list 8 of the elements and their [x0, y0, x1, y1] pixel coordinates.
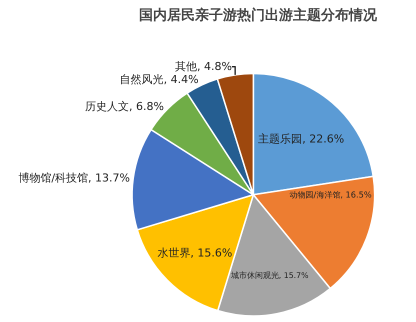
- slice-label: 动物园/海洋馆, 16.5%: [290, 189, 372, 200]
- slice-label: 自然风光, 4.4%: [120, 73, 199, 86]
- slice-label: 博物馆/科技馆, 13.7%: [18, 172, 130, 185]
- slice-label: 其他, 4.8%: [174, 60, 232, 74]
- slice-label: 历史人文, 6.8%: [84, 100, 164, 113]
- slice-label: 主题乐园, 22.6%: [258, 132, 344, 146]
- chart-title: 国内居民亲子游热门出游主题分布情况: [138, 6, 378, 24]
- slice-label: 水世界, 15.6%: [157, 246, 232, 260]
